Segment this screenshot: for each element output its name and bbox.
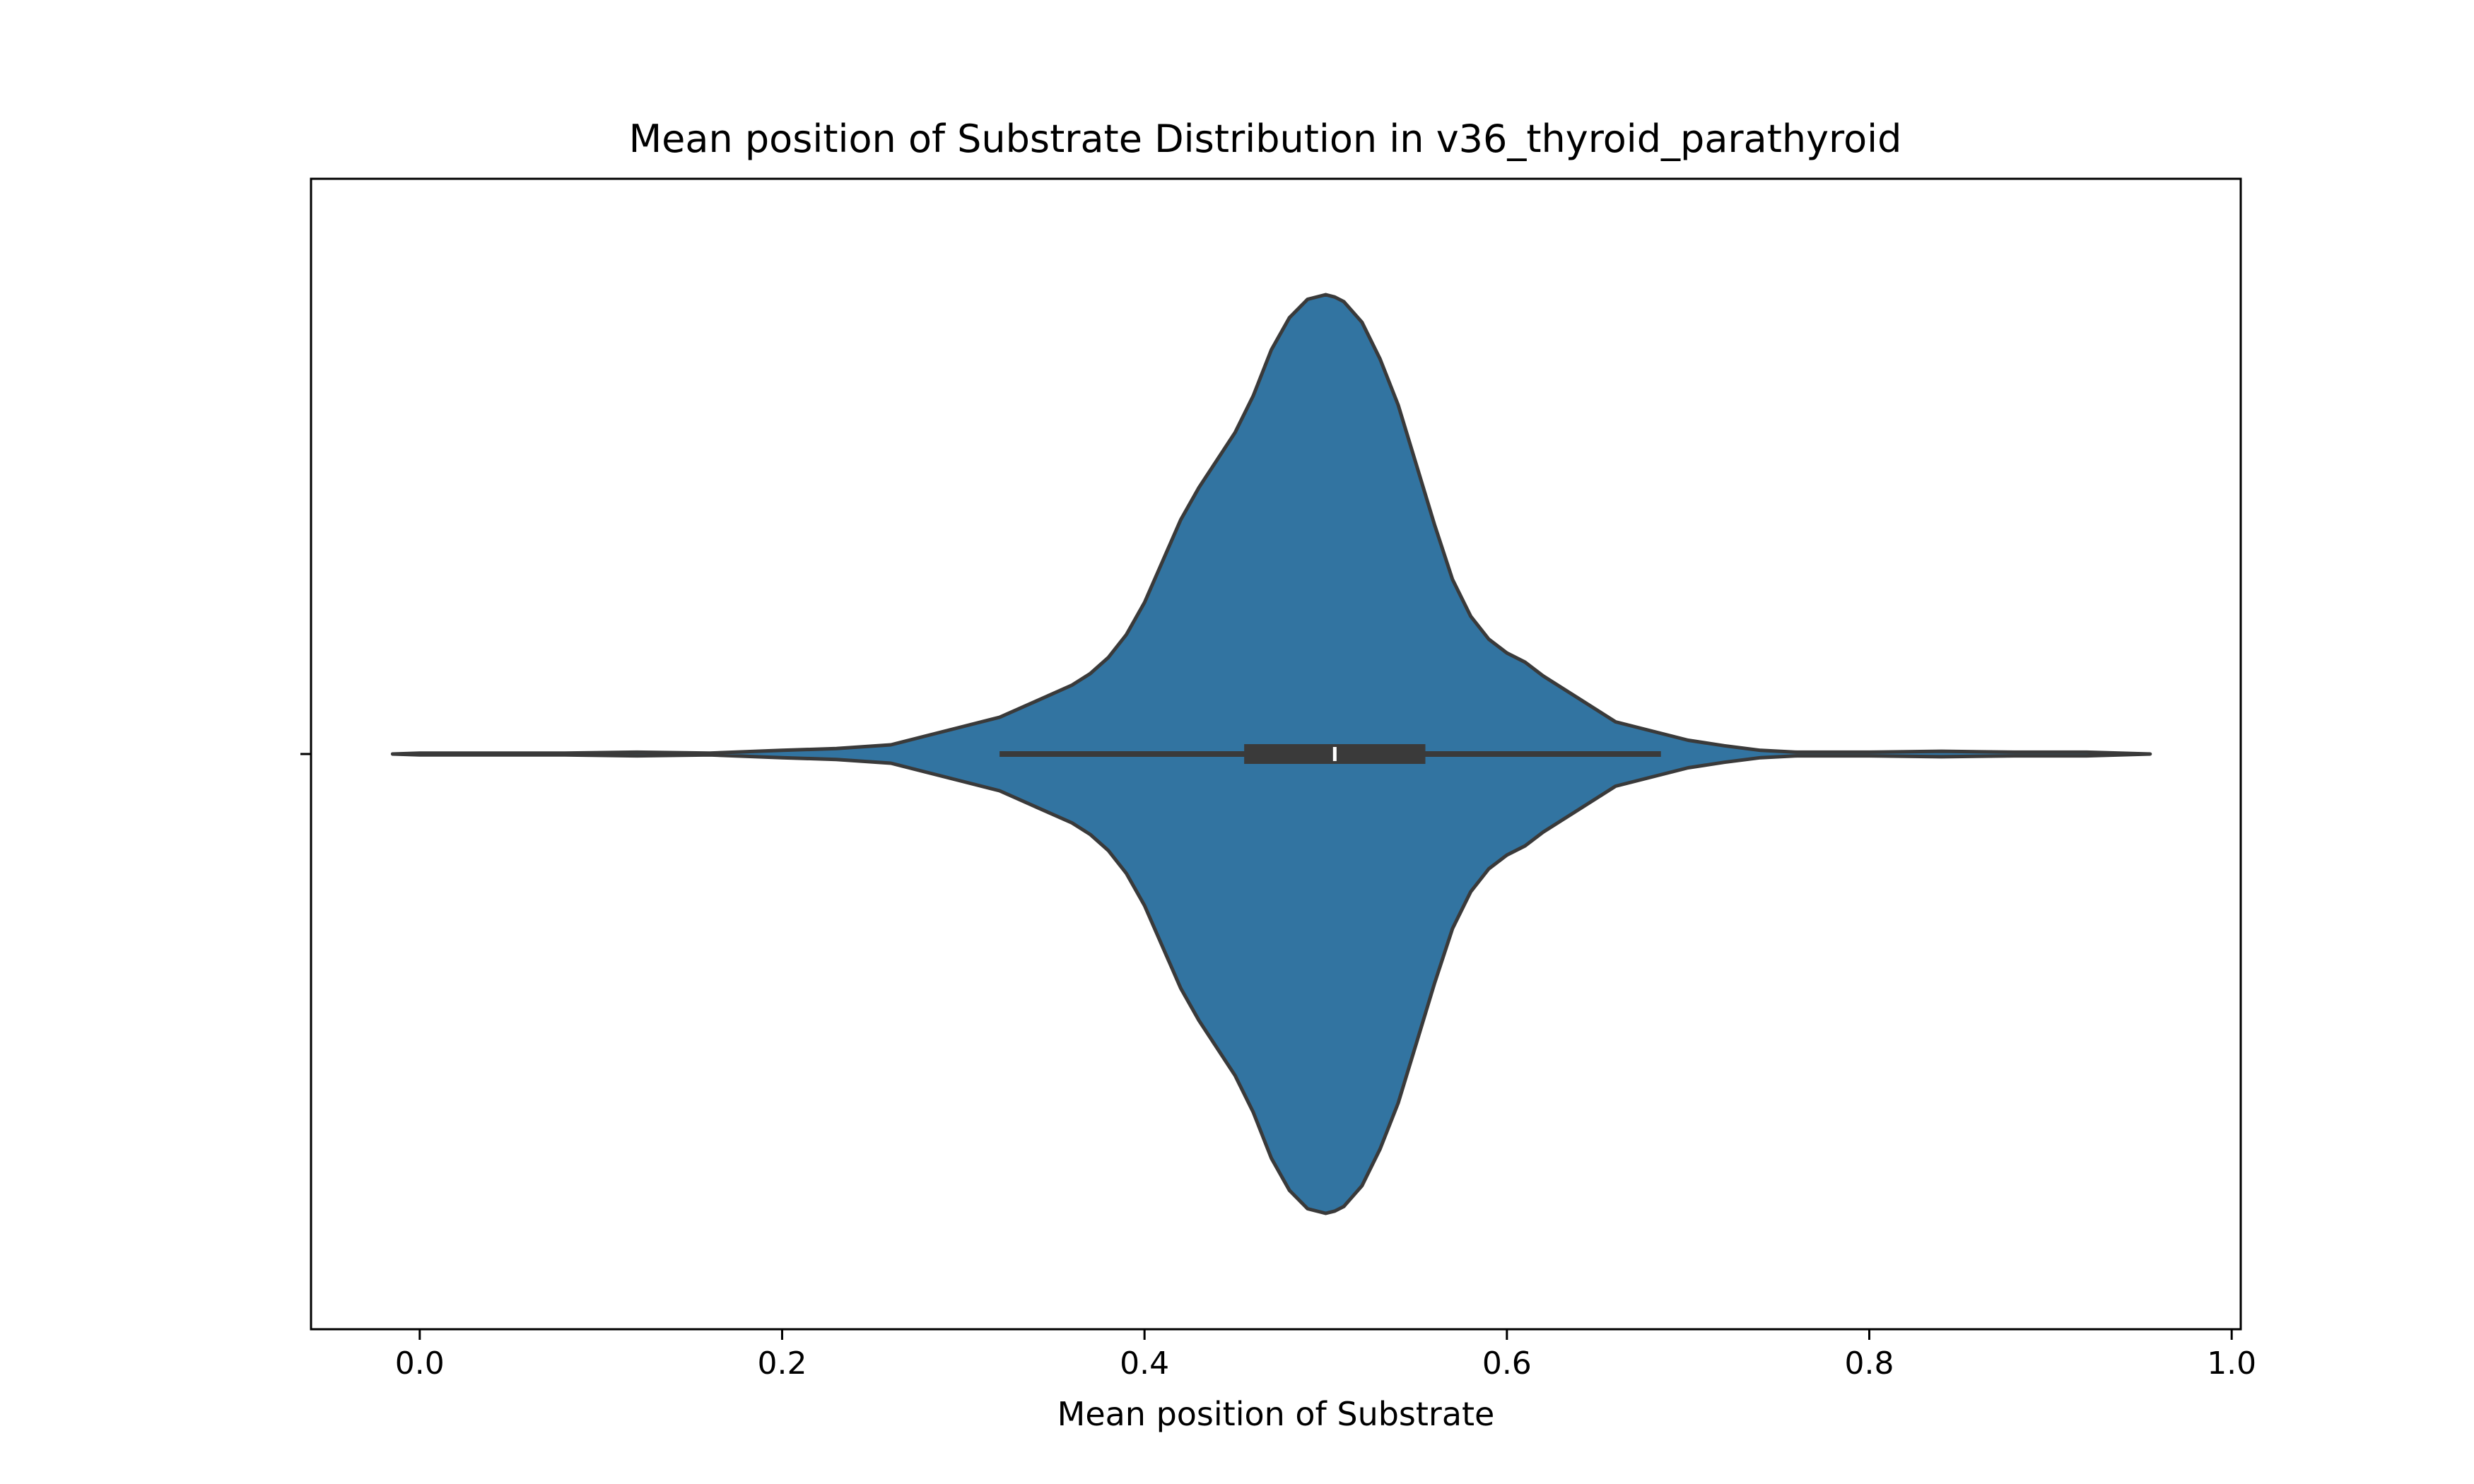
- chart-title: Mean position of Substrate Distribution …: [629, 117, 1902, 161]
- x-tick-label: 0.8: [1845, 1345, 1894, 1382]
- x-tick-label: 0.6: [1482, 1345, 1532, 1382]
- x-axis-label: Mean position of Substrate: [1057, 1395, 1495, 1433]
- x-tick-label: 0.4: [1120, 1345, 1169, 1382]
- x-tick-label: 0.0: [395, 1345, 445, 1382]
- x-tick-label: 0.2: [757, 1345, 807, 1382]
- x-axis: 0.0 0.2 0.4 0.6 0.8 1.0: [395, 1329, 2256, 1382]
- x-tick-label: 1.0: [2207, 1345, 2256, 1382]
- plot-area: [390, 293, 2152, 1215]
